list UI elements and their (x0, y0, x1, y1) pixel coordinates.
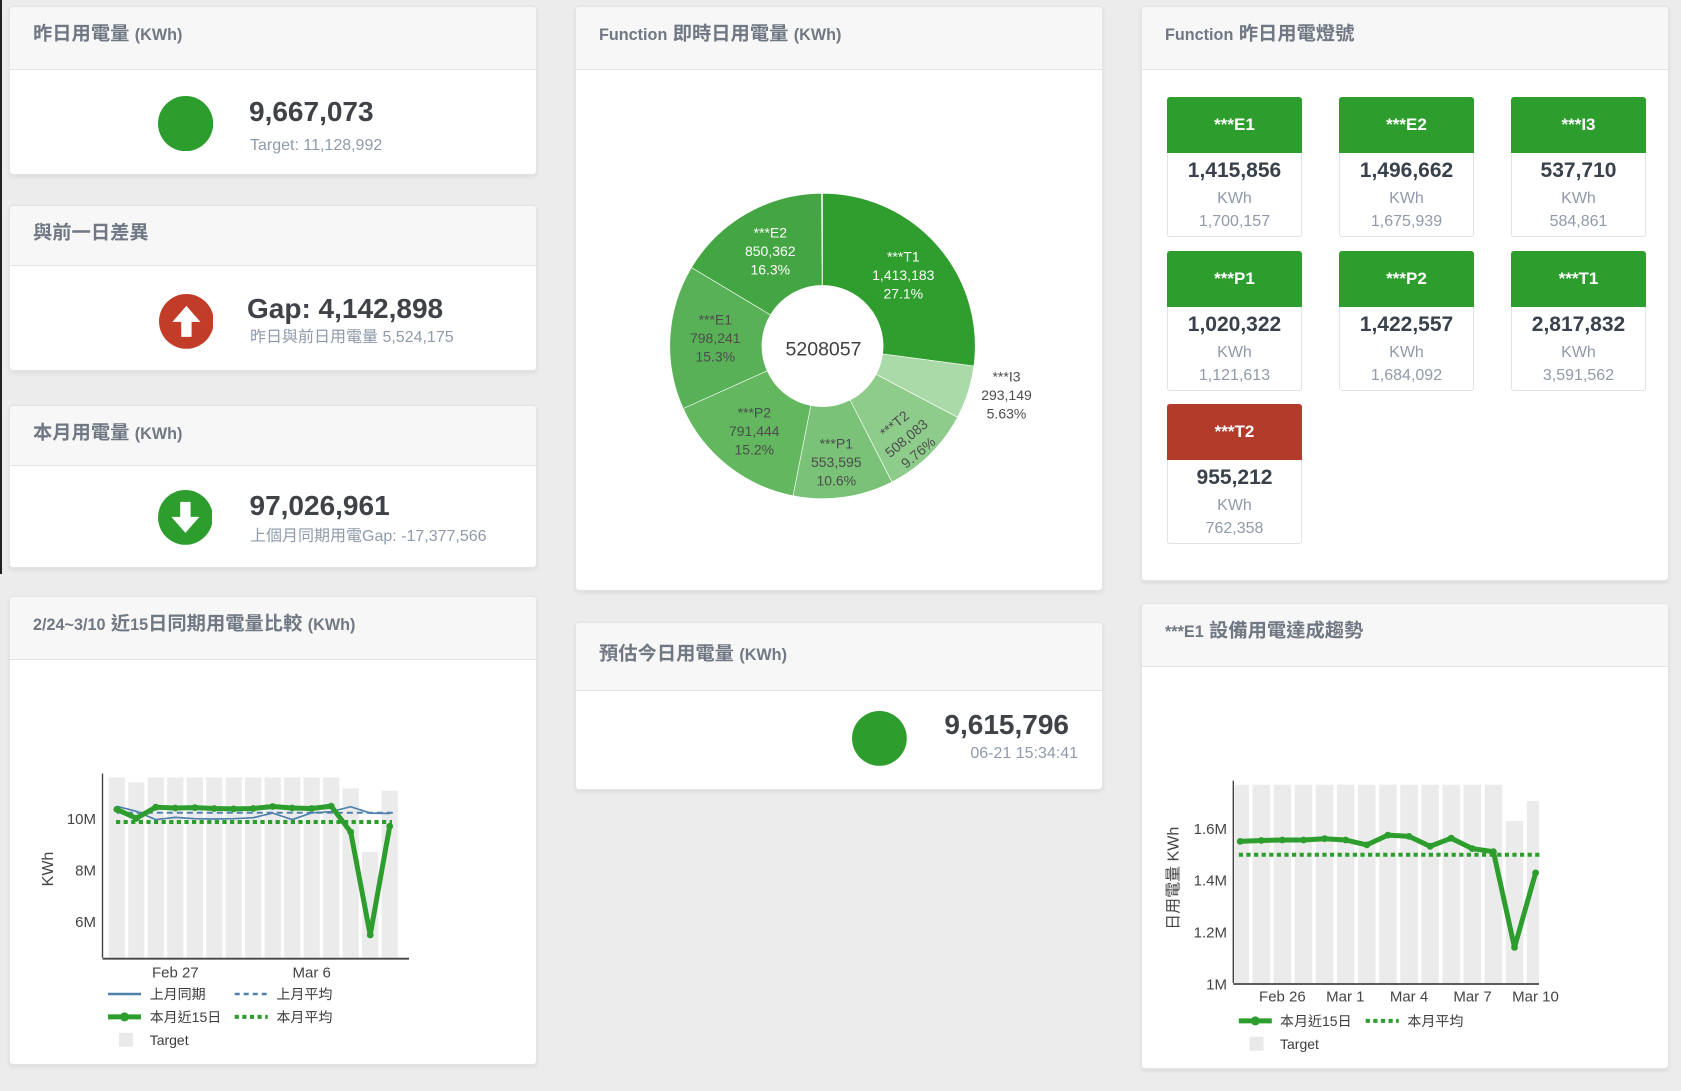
svg-text:1M: 1M (1206, 976, 1227, 993)
svg-text:Feb 26: Feb 26 (1259, 988, 1306, 1005)
svg-text:8M: 8M (75, 863, 96, 880)
svg-text:本月平均: 本月平均 (1407, 1012, 1463, 1028)
svg-text:Target: Target (1280, 1035, 1319, 1051)
svg-text:6M: 6M (75, 914, 96, 931)
svg-text:Mar 6: Mar 6 (293, 965, 331, 982)
svg-text:Mar 1: Mar 1 (1326, 988, 1364, 1005)
svg-text:本月近15日: 本月近15日 (150, 1009, 222, 1025)
svg-text:上月平均: 上月平均 (276, 986, 332, 1002)
svg-text:Mar 10: Mar 10 (1512, 988, 1559, 1005)
svg-text:日用電量 KWh: 日用電量 KWh (1166, 826, 1183, 929)
svg-text:1.2M: 1.2M (1194, 924, 1227, 941)
svg-text:10M: 10M (67, 811, 96, 828)
svg-text:KWh: KWh (40, 852, 57, 887)
svg-text:本月平均: 本月平均 (276, 1009, 332, 1025)
svg-text:1.4M: 1.4M (1194, 872, 1227, 889)
svg-text:5208057: 5208057 (786, 339, 862, 361)
svg-text:本月近15日: 本月近15日 (1280, 1012, 1352, 1028)
svg-text:上月同期: 上月同期 (150, 986, 206, 1002)
svg-text:Target: Target (150, 1032, 189, 1048)
svg-text:Feb 27: Feb 27 (152, 965, 199, 982)
svg-text:Mar 7: Mar 7 (1453, 988, 1491, 1005)
svg-text:1.6M: 1.6M (1194, 820, 1227, 837)
svg-text:Mar 4: Mar 4 (1390, 988, 1428, 1005)
